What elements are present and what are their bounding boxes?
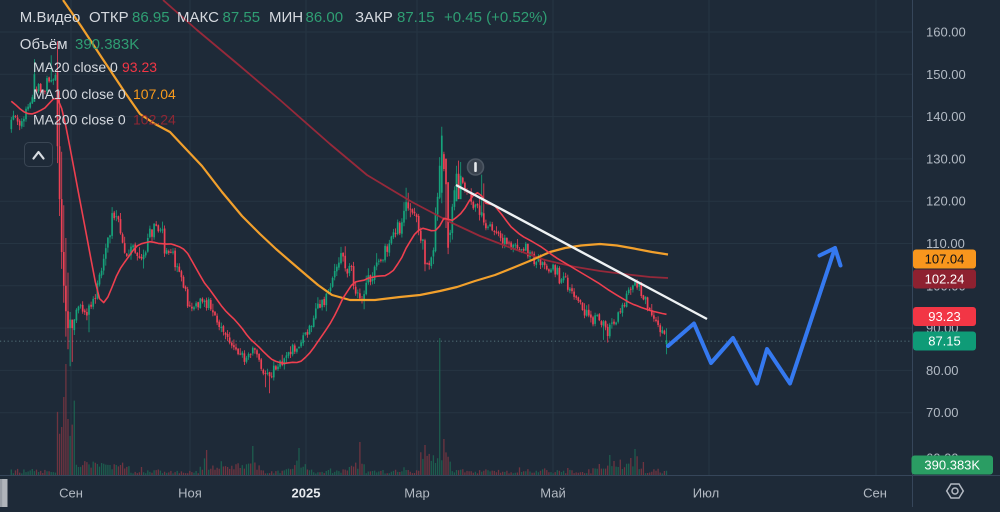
svg-text:87.15: 87.15 [397, 9, 435, 26]
svg-text:MA20 close 0: MA20 close 0 [33, 59, 118, 75]
svg-text:93.23: 93.23 [122, 59, 157, 75]
svg-text:Май: Май [540, 486, 565, 501]
svg-text:120.00: 120.00 [926, 194, 966, 209]
svg-text:Сен: Сен [59, 486, 83, 501]
svg-text:2025: 2025 [292, 486, 321, 501]
svg-text:390.383K: 390.383K [75, 36, 139, 53]
svg-text:80.00: 80.00 [926, 363, 959, 378]
svg-text:102.24: 102.24 [133, 111, 176, 127]
svg-text:ОТКР: ОТКР [89, 9, 129, 26]
svg-text:МАКС: МАКС [177, 9, 219, 26]
svg-text:Сен: Сен [863, 486, 887, 501]
svg-text:М.Видео: М.Видео [20, 9, 80, 26]
svg-text:ЗАКР: ЗАКР [355, 9, 393, 26]
svg-text:70.00: 70.00 [926, 405, 959, 420]
svg-text:MA200 close 0: MA200 close 0 [33, 111, 126, 127]
svg-text:140.00: 140.00 [926, 109, 966, 124]
svg-text:390.383K: 390.383K [924, 458, 980, 473]
svg-text:Июл: Июл [693, 486, 719, 501]
svg-text:Мар: Мар [404, 486, 429, 501]
svg-text:93.23: 93.23 [928, 309, 961, 324]
svg-text:MA100 close 0: MA100 close 0 [33, 86, 126, 102]
svg-text:87.15: 87.15 [928, 334, 961, 349]
svg-text:Ноя: Ноя [178, 486, 202, 501]
svg-text:107.04: 107.04 [925, 252, 965, 267]
svg-text:86.00: 86.00 [306, 9, 344, 26]
svg-text:87.55: 87.55 [223, 9, 261, 26]
svg-text:86.95: 86.95 [132, 9, 170, 26]
svg-text:160.00: 160.00 [926, 25, 966, 40]
svg-text:МИН: МИН [269, 9, 303, 26]
svg-text:102.24: 102.24 [925, 272, 965, 287]
svg-text:107.04: 107.04 [133, 86, 176, 102]
svg-text:150.00: 150.00 [926, 67, 966, 82]
svg-text:+0.45 (+0.52%): +0.45 (+0.52%) [444, 9, 547, 26]
svg-text:130.00: 130.00 [926, 151, 966, 166]
svg-text:Объём: Объём [20, 36, 68, 53]
svg-text:110.00: 110.00 [926, 236, 965, 251]
